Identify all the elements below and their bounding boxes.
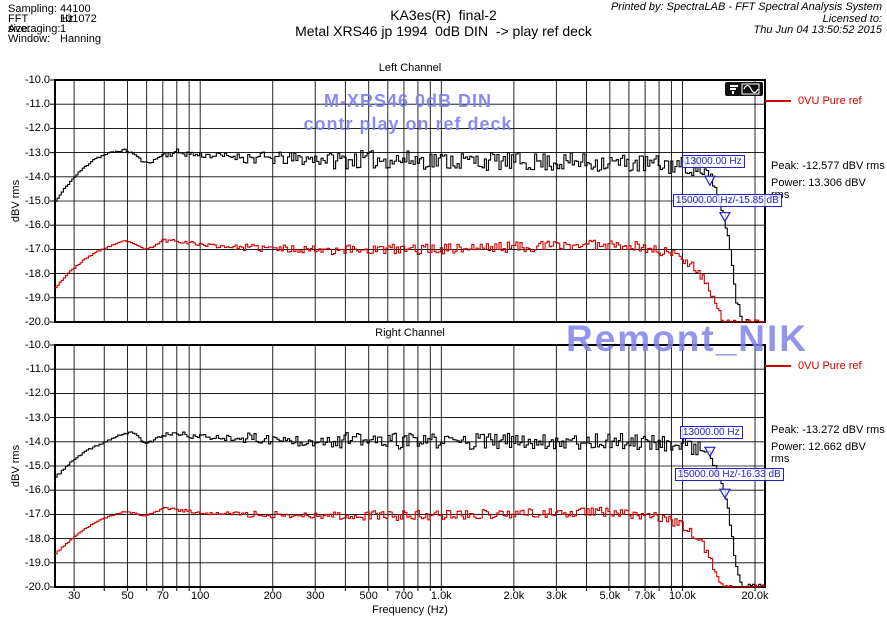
param-value: 44100 Hz <box>60 3 91 25</box>
print-info: Printed by: SpectraLAB - FFT Spectral An… <box>610 1 882 37</box>
overlay-toolbar <box>725 82 763 96</box>
left-channel-title: Left Channel <box>378 62 442 74</box>
y-tick-label: -12.0 <box>24 122 50 135</box>
y-tick-label: -19.0 <box>24 291 50 304</box>
y-tick-label: -20.0 <box>24 316 50 328</box>
param-label: Sampling: <box>8 3 57 15</box>
param-label: FFT size: <box>8 13 31 35</box>
legend-line-right <box>765 365 791 367</box>
legend-label-left: 0VU Pure ref <box>798 95 862 107</box>
y-tick-label: -11.0 <box>25 363 50 376</box>
marker-triangle-icon <box>703 446 716 458</box>
y-tick-label: -15.0 <box>24 460 50 472</box>
page-subtitle: Metal XRS46 jp 1994 0dB DIN -> play ref … <box>295 23 592 39</box>
y-tick-label: -13.0 <box>24 411 50 424</box>
marker-triangle-icon <box>718 488 731 500</box>
y-tick-label: -16.0 <box>24 219 50 232</box>
right-reference-trace <box>55 506 766 588</box>
y-tick-label: -14.0 <box>24 170 50 183</box>
user-note-line1: M-XRS46 0dB DIN <box>323 91 493 111</box>
toolbar-icons <box>730 83 760 95</box>
licensed-to: Licensed to: <box>822 12 882 25</box>
marker-label-box: 13000.00 Hz <box>681 155 745 169</box>
right-measured-trace <box>55 431 766 588</box>
left-reference-trace <box>55 238 766 323</box>
marker-label-box: 15000.00 Hz/-15.85 dB <box>672 193 782 207</box>
y-tick-label: -16.0 <box>24 484 50 497</box>
param-label: Window: <box>8 33 51 45</box>
y-tick-label: -15.0 <box>24 195 50 207</box>
param-value: Hanning <box>60 33 101 45</box>
print-timestamp: Thu Jun 04 13:50:52 2015 <box>753 24 882 36</box>
right-peak-readout: Peak: -13.272 dBV rms <box>771 424 885 436</box>
marker-label-box: 13000.00 Hz <box>679 426 743 440</box>
y-tick-label: -11.0 <box>25 98 50 111</box>
x-axis-label: Frequency (Hz) <box>372 604 448 616</box>
user-note-line2: contr play on ref deck <box>303 114 513 134</box>
x-tick-label: 20.0k <box>741 590 769 602</box>
left-peak-readout: Peak: -12.577 dBV rms <box>771 160 885 172</box>
param-value: 131072 <box>60 13 97 25</box>
right-power-readout: Power: 12.662 dBV rms <box>771 441 866 465</box>
param-label: Averaging: <box>8 23 61 35</box>
printed-by: Printed by: SpectraLAB - FFT Spectral An… <box>610 1 882 13</box>
param-value: 1 <box>60 23 67 35</box>
x-tick-label: 10.0k <box>668 590 696 602</box>
marker-triangle-icon <box>718 211 731 223</box>
x-tick-label: 5.0k <box>599 590 621 602</box>
level-meter-icon <box>730 85 738 94</box>
y-tick-label: -17.0 <box>24 243 50 256</box>
watermark: Remont_NIK <box>566 318 809 359</box>
y-tick-label: -17.0 <box>24 508 50 521</box>
page-title: KA3es(R) final-2 <box>390 7 497 23</box>
legend-label-right: 0VU Pure ref <box>798 360 862 372</box>
x-tick-label: 50 <box>121 590 134 602</box>
y-tick-label: -18.0 <box>24 267 50 280</box>
x-tick-label: 7.0k <box>634 590 656 602</box>
y-tick-label: -20.0 <box>24 581 50 593</box>
x-tick-label: 70 <box>156 590 169 602</box>
x-tick-label: 200 <box>263 590 282 602</box>
left-power-readout: Power: 13.306 dBV rms <box>771 177 866 201</box>
x-tick-label: 300 <box>306 590 325 602</box>
right-channel-title: Right Channel <box>375 327 445 339</box>
legend-line-left <box>765 100 791 102</box>
y-tick-label: -18.0 <box>24 532 50 545</box>
marker-triangle-icon <box>703 175 716 187</box>
left-measured-trace <box>55 148 766 323</box>
y-tick-label: -10.0 <box>24 74 50 86</box>
x-tick-label: 500 <box>359 590 378 602</box>
x-tick-label: 1.0k <box>430 590 452 602</box>
y-tick-label: -19.0 <box>24 556 50 569</box>
y-tick-label: -10.0 <box>24 339 50 351</box>
x-tick-label: 2.0k <box>503 590 525 602</box>
marker-label-box: 15000.00 Hz/-16.33 dB <box>674 468 784 482</box>
sine-wave-icon <box>741 83 760 95</box>
x-tick-label: 700 <box>394 590 414 602</box>
y-tick-label: -12.0 <box>24 387 50 400</box>
x-tick-label: 3.0k <box>545 590 567 602</box>
y-tick-label: -13.0 <box>24 146 50 159</box>
x-tick-label: 30 <box>67 590 81 602</box>
y-tick-label: -14.0 <box>24 435 50 448</box>
x-tick-label: 100 <box>190 590 210 602</box>
